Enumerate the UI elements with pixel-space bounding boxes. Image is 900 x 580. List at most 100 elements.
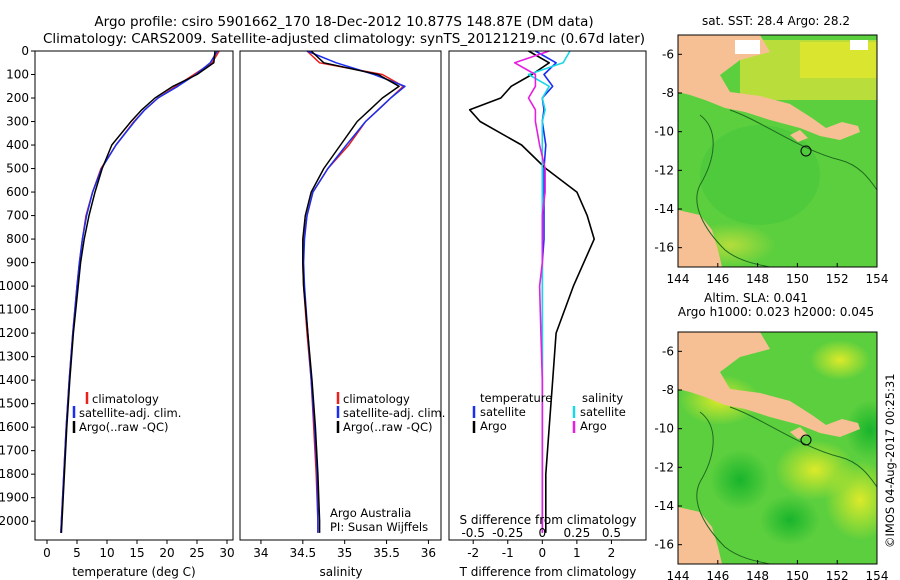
series-line-climatology: [60, 50, 220, 533]
x-tick-label: 10: [99, 546, 114, 560]
y-tick-label: 1500: [0, 397, 29, 411]
map-x-tick-label: 144: [667, 272, 690, 286]
y-tick-label: 100: [6, 68, 29, 82]
series-line-satellite-adj-clim-: [60, 50, 219, 533]
legend-label-argo: Argo(..raw -QC): [79, 420, 169, 434]
x-tick-label: 36: [421, 546, 436, 560]
map-x-tick-label: 154: [866, 569, 889, 580]
y-tick-label: 1800: [0, 467, 29, 481]
x-tick-label: 20: [159, 546, 174, 560]
y-tick-label: 800: [6, 232, 29, 246]
map-y-tick-label: -16: [654, 241, 674, 255]
map-x-tick-label: 152: [826, 272, 849, 286]
map-x-tick-label: 146: [706, 569, 729, 580]
legend-label-climatology: climatology: [92, 392, 159, 406]
y-tick-label: 700: [6, 209, 29, 223]
sst-bathymetry-contour: [729, 109, 877, 191]
salinity-annotation-line2: PI: Susan Wijffels: [330, 520, 428, 534]
sla-map-title-line1: Altim. SLA: 0.041: [704, 291, 808, 305]
legend-title-temperature: temperature: [480, 391, 552, 405]
map-y-tick-label: -12: [654, 460, 674, 474]
legend-label-satellite: satellite-adj. clim.: [79, 406, 181, 420]
sla-argo-marker: [800, 434, 812, 446]
plot-frame: [34, 50, 234, 541]
map-x-tick-label: 144: [667, 569, 690, 580]
legend-label-argo: Argo(..raw -QC): [343, 420, 433, 434]
x-tick-label: -2: [467, 546, 479, 560]
difference-legend: temperature satellite Argo salinity sate…: [472, 391, 626, 433]
sla-low: [845, 400, 877, 460]
sst-map-frame: [677, 34, 878, 268]
sla-map-axes: 144 146 148 150 152 154 -6 -8 -10 -12 -14 -16: [654, 344, 888, 580]
salinity-legend: climatology satellite-adj. clim. Argo(..…: [336, 392, 445, 434]
map-x-tick-label: 150: [786, 569, 809, 580]
x-tick-label: 34.5: [289, 546, 316, 560]
series-line-temperature-argo: [468, 50, 596, 533]
sla-land-australia: [678, 507, 722, 564]
x-tick-label: 25: [189, 546, 204, 560]
sst-map-title: sat. SST: 28.4 Argo: 28.2: [702, 14, 850, 28]
map-x-tick-label: 148: [746, 569, 769, 580]
map-y-tick-label: -16: [654, 538, 674, 552]
y-tick-label: 1100: [0, 303, 29, 317]
x-tick-label: 5: [73, 546, 81, 560]
legend-label-s-argo: Argo: [580, 419, 607, 433]
legend-label-climatology: climatology: [343, 392, 410, 406]
map-y-tick-label: -14: [654, 499, 674, 513]
series-line-argo-raw-qc-: [302, 50, 400, 533]
sst-nodata: [735, 40, 760, 54]
sla-low: [760, 495, 820, 545]
sst-argo-marker: [800, 145, 812, 157]
y-tick-label: 900: [6, 256, 29, 270]
sst-land-island: [790, 130, 808, 142]
sst-map: [678, 35, 877, 267]
y-tick-label: 400: [6, 138, 29, 152]
sla-map-frame: [677, 331, 878, 565]
temperature-xlabel: temperature (deg C): [72, 565, 195, 579]
x-tick-label: 35: [337, 546, 352, 560]
series-line-argo-raw-qc-: [60, 50, 216, 533]
series-line-temperature-satellite: [535, 50, 557, 533]
s-tick-label: 0.25: [564, 526, 591, 540]
x-tick-label: 34: [253, 546, 268, 560]
sst-land-new-guinea: [678, 35, 860, 140]
series-line-satellite-adj-clim-: [302, 50, 406, 533]
map-y-tick-label: -6: [662, 47, 674, 61]
x-tick-label: 0: [43, 546, 51, 560]
sla-map: [678, 332, 877, 564]
x-tick-label: 1: [573, 546, 581, 560]
temperature-panel: 0 5 10 15 20 25 300100200300400500600700800900…: [0, 44, 235, 560]
map-y-tick-label: -8: [662, 383, 674, 397]
difference-panel: -2 -1 0 1 2 -0.5 -0.25 0 0.25 0.5: [448, 50, 647, 560]
map-y-tick-label: -10: [654, 422, 674, 436]
salinity-panel: 34 34.5 35 35.5 36: [239, 50, 442, 560]
y-tick-label: 1700: [0, 444, 29, 458]
sla-bathymetry-contour: [696, 411, 771, 564]
series-line-salinity-argo: [513, 50, 550, 533]
y-tick-label: 1900: [0, 491, 29, 505]
plot-frame: [239, 50, 442, 541]
y-tick-label: 0: [21, 44, 29, 58]
legend-title-salinity: salinity: [582, 391, 623, 405]
s-tick-label: -0.5: [461, 526, 484, 540]
legend-label-satellite: satellite-adj. clim.: [343, 406, 445, 420]
y-tick-label: 500: [6, 162, 29, 176]
difference-xlabel: T difference from climatology: [459, 565, 637, 579]
legend-label-t-satellite: satellite: [480, 405, 526, 419]
salinity-annotation-line1: Argo Australia: [330, 506, 411, 520]
copyright-stamp: ©IMOS 04-Aug-2017 00:25:31: [883, 373, 897, 548]
y-tick-label: 1200: [0, 326, 29, 340]
x-tick-label: -1: [502, 546, 514, 560]
map-y-tick-label: -14: [654, 202, 674, 216]
x-tick-label: 35.5: [373, 546, 400, 560]
x-tick-label: 30: [219, 546, 234, 560]
y-tick-label: 200: [6, 91, 29, 105]
legend-label-s-satellite: satellite: [580, 405, 626, 419]
y-tick-label: 1400: [0, 373, 29, 387]
sst-land-australia: [678, 210, 722, 267]
sla-high: [810, 340, 870, 380]
x-tick-label: 2: [608, 546, 616, 560]
sst-map-axes: 144 146 148 150 152 154 -6 -8 -10 -12 -14 -16: [654, 47, 888, 286]
sla-bathymetry-contour: [729, 406, 877, 488]
